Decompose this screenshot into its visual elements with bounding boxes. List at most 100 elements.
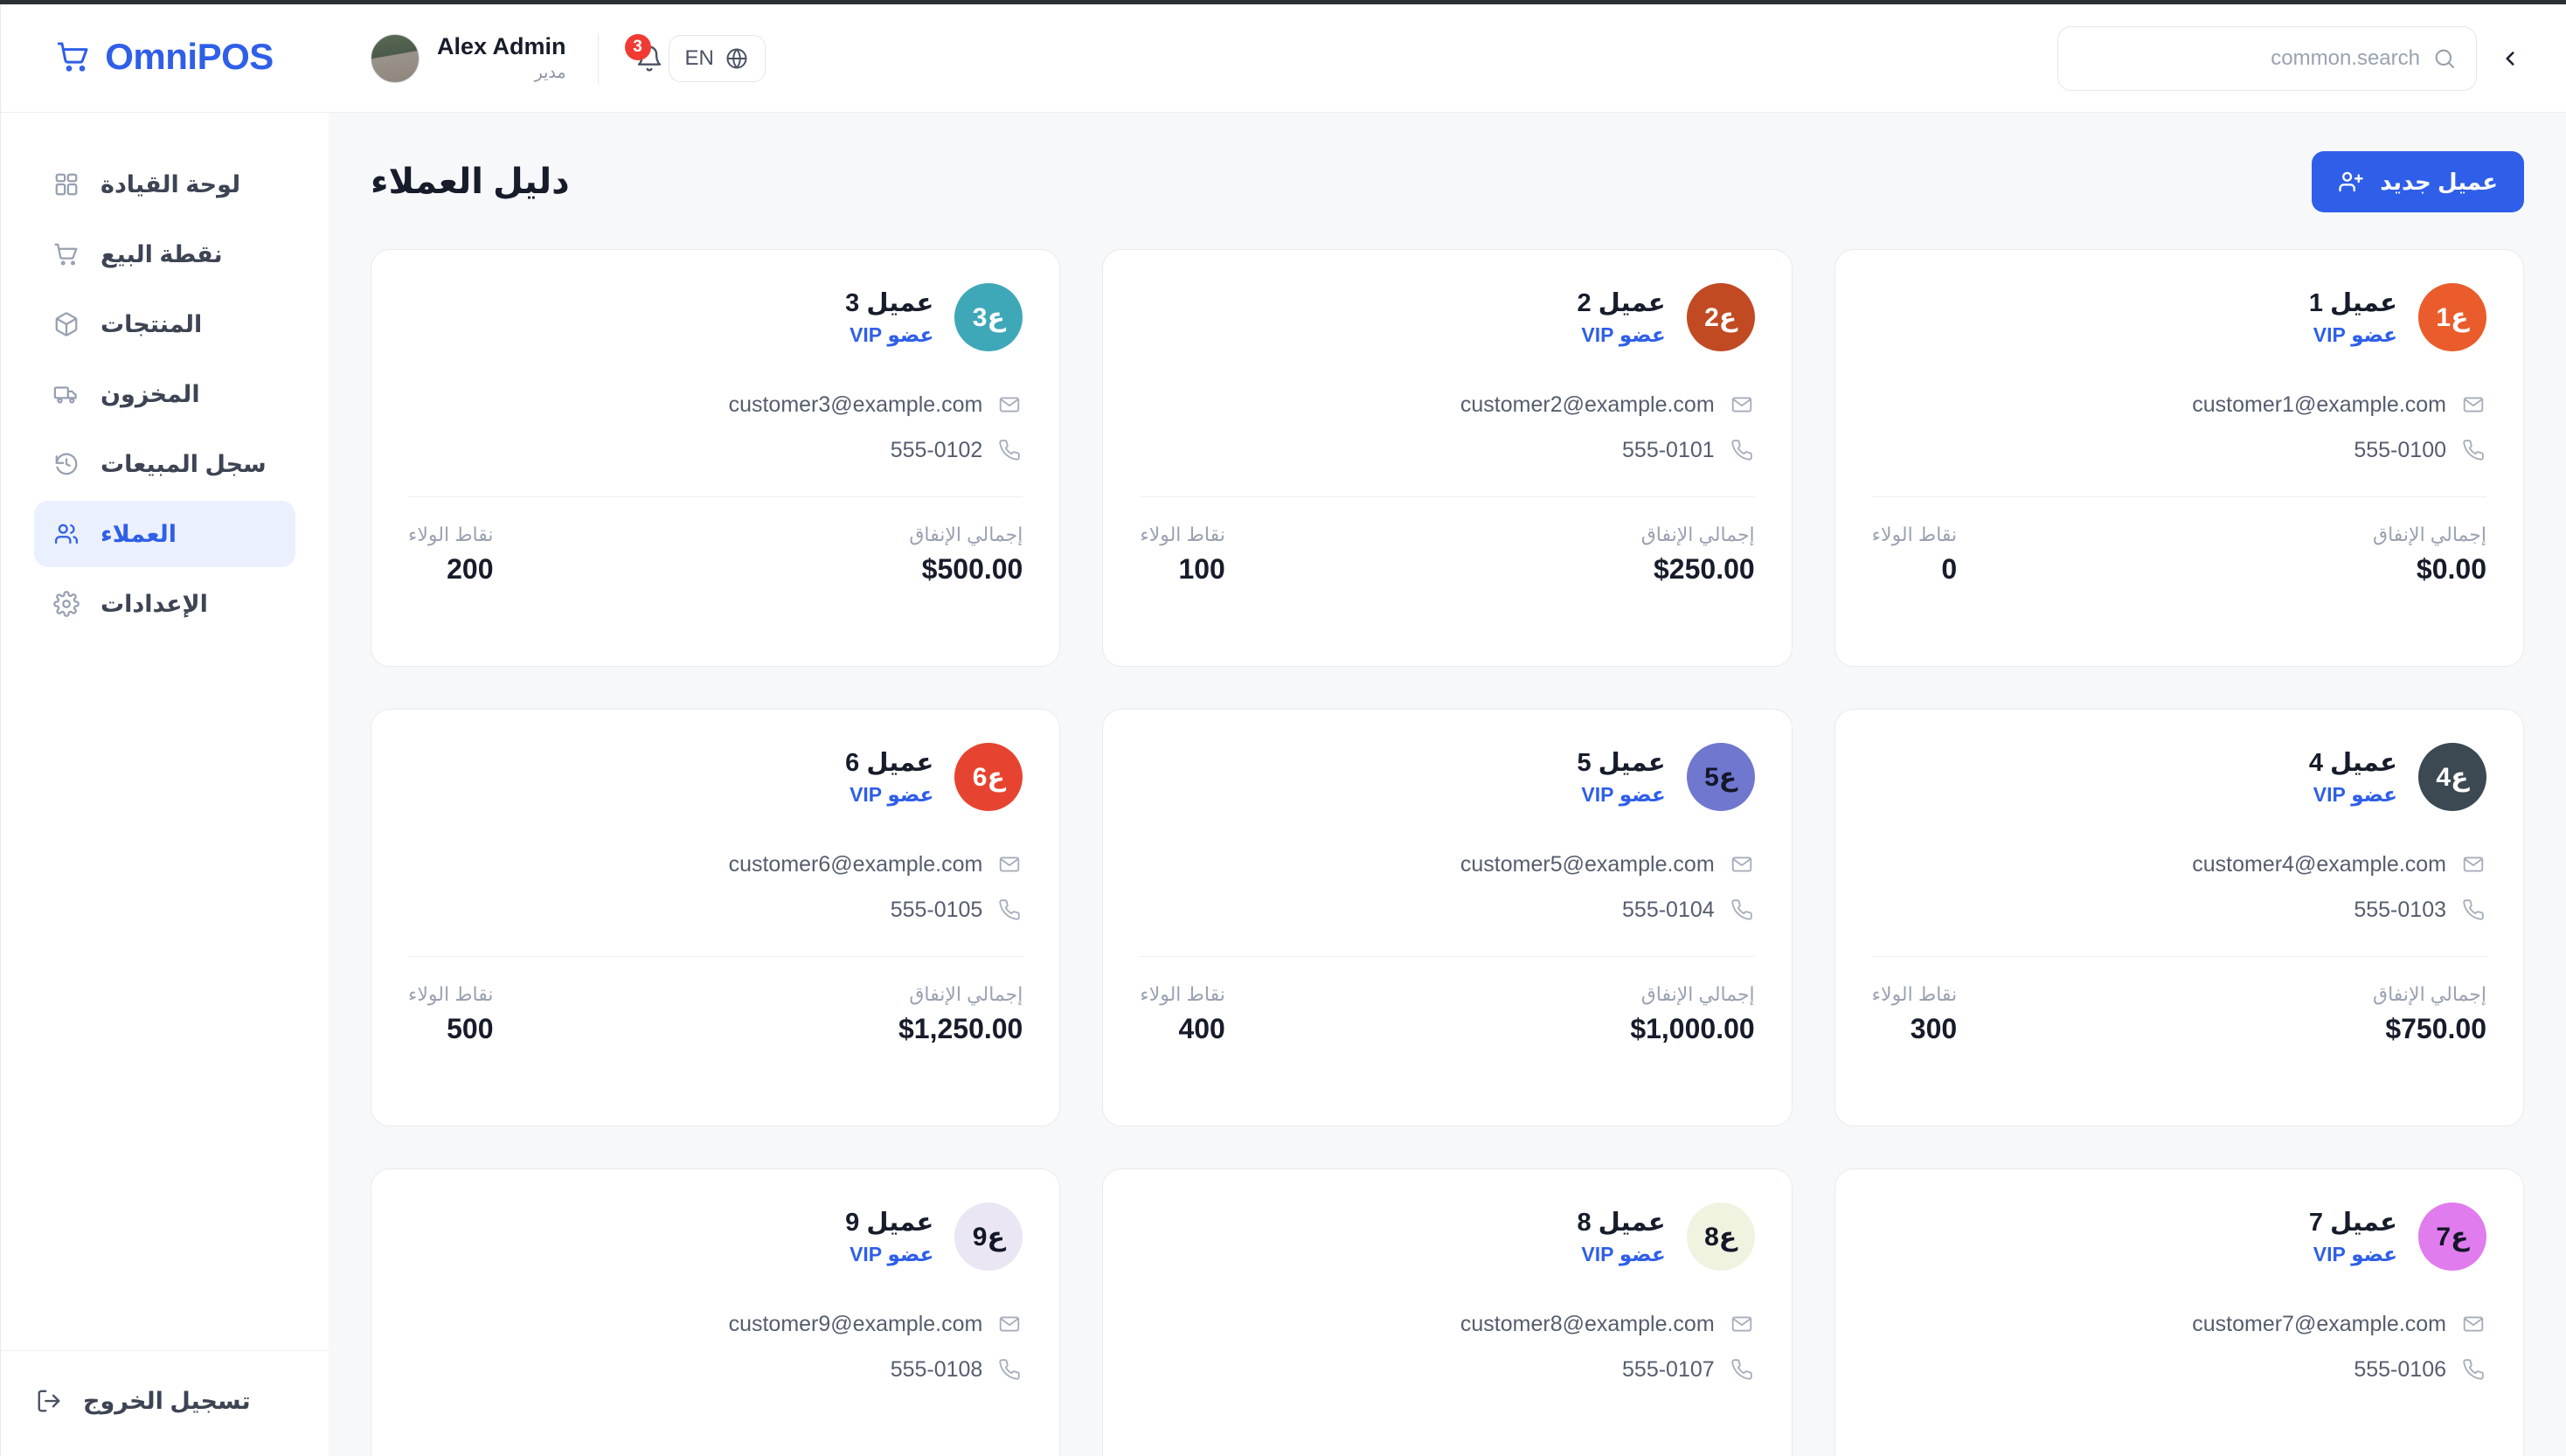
vip-badge: عضو VIP [1581, 323, 1666, 346]
customer-email-row[interactable]: customer9@example.com [408, 1311, 1023, 1337]
sidebar-item-sales-history[interactable]: سجل المبيعات [34, 431, 295, 497]
add-customer-label: عميل جديد [2380, 168, 2498, 195]
customer-phone: 555-0101 [1622, 437, 1715, 462]
customer-card[interactable]: ع8 عميل 8 عضو VIP customer8@example.com [1102, 1168, 1793, 1456]
customer-phone-row[interactable]: 555-0105 [408, 897, 1023, 923]
customer-phone-row[interactable]: 555-0106 [1872, 1356, 2486, 1383]
phone-icon [1729, 1356, 1755, 1383]
customer-initials: ع1 [2436, 302, 2469, 332]
stat-total-spent: إجمالي الإنفاق $500.00 [909, 523, 1023, 586]
grid-dashboard-icon [52, 170, 81, 199]
customer-phone-row[interactable]: 555-0102 [408, 437, 1023, 463]
brand-logo[interactable]: OmniPOS [1, 4, 329, 113]
customer-email-row[interactable]: customer5@example.com [1140, 851, 1754, 877]
customer-email-row[interactable]: customer1@example.com [1872, 392, 2486, 418]
sidebar-item-label: العملاء [101, 520, 177, 547]
sidebar-item-products[interactable]: المنتجات [34, 291, 295, 357]
shopping-cart-icon [52, 239, 81, 269]
customer-phone-row[interactable]: 555-0103 [1872, 897, 2486, 923]
customer-name: عميل 5 [1577, 749, 1666, 777]
stat-label: إجمالي الإنفاق [909, 523, 1023, 545]
stat-label: نقاط الولاء [1140, 983, 1225, 1005]
search-icon [2432, 46, 2457, 71]
sidebar-item-dashboard[interactable]: لوحة القيادة [34, 151, 295, 218]
customer-identity: عميل 1 عضو VIP [2309, 288, 2397, 347]
vip-badge: عضو VIP [2313, 323, 2397, 346]
add-customer-button[interactable]: عميل جديد [2312, 151, 2524, 212]
main-area: EN 3 Alex Admin مدير دليل العملا [329, 4, 2566, 1456]
customer-card[interactable]: ع3 عميل 3 عضو VIP customer3@example.com [371, 249, 1061, 667]
customer-card[interactable]: ع9 عميل 9 عضو VIP customer9@example.com [371, 1168, 1061, 1456]
customer-avatar: ع5 [1686, 743, 1755, 811]
user-profile[interactable]: Alex Admin مدير [371, 32, 566, 84]
customer-name: عميل 6 [845, 749, 934, 777]
customer-card-header: ع3 عميل 3 عضو VIP [408, 283, 1023, 351]
stat-value: $1,000.00 [1630, 1013, 1755, 1044]
envelope-icon [2460, 1311, 2486, 1337]
customer-card-header: ع2 عميل 2 عضو VIP [1140, 283, 1755, 351]
customer-email: customer5@example.com [1460, 851, 1715, 877]
stat-total-spent: إجمالي الإنفاق $250.00 [1641, 523, 1755, 586]
customer-email-row[interactable]: customer2@example.com [1140, 392, 1754, 418]
sidebar-collapse-button[interactable] [2489, 38, 2531, 80]
customer-email: customer9@example.com [728, 1311, 983, 1336]
sidebar-item-settings[interactable]: الإعدادات [34, 571, 295, 637]
customer-card[interactable]: ع2 عميل 2 عضو VIP customer2@example.com [1102, 249, 1793, 667]
customer-phone: 555-0102 [890, 437, 983, 462]
customer-email-row[interactable]: customer7@example.com [1872, 1311, 2486, 1337]
customer-contact: customer4@example.com 555-0103 [1872, 851, 2486, 923]
sidebar-item-pos[interactable]: نقطة البيع [34, 221, 295, 288]
phone-icon [996, 437, 1023, 463]
stat-label: إجمالي الإنفاق [1640, 983, 1755, 1005]
customer-phone-row[interactable]: 555-0107 [1140, 1356, 1754, 1383]
customer-phone: 555-0103 [2354, 897, 2446, 922]
search-box[interactable] [2057, 25, 2477, 91]
stat-total-spent: إجمالي الإنفاق $1,250.00 [898, 983, 1023, 1045]
customer-email-row[interactable]: customer3@example.com [408, 392, 1023, 418]
customer-phone-row[interactable]: 555-0104 [1140, 897, 1754, 923]
customer-card-header: ع1 عميل 1 عضو VIP [1872, 283, 2486, 351]
search-input[interactable] [2077, 45, 2420, 71]
notifications-button[interactable]: 3 [624, 33, 669, 78]
customer-phone-row[interactable]: 555-0101 [1140, 437, 1754, 463]
sidebar-item-inventory[interactable]: المخزون [34, 361, 295, 427]
card-divider [408, 496, 1023, 497]
vip-badge: عضو VIP [850, 783, 934, 806]
page-title: دليل العملاء [371, 163, 570, 201]
vip-badge: عضو VIP [2313, 1243, 2397, 1265]
customer-card[interactable]: ع7 عميل 7 عضو VIP customer7@example.com [1834, 1168, 2524, 1456]
customer-initials: ع7 [2436, 1222, 2469, 1251]
customer-email-row[interactable]: customer6@example.com [408, 851, 1023, 877]
customer-card[interactable]: ع1 عميل 1 عضو VIP customer1@example.com [1834, 249, 2524, 667]
customer-email-row[interactable]: customer8@example.com [1140, 1311, 1754, 1337]
customer-phone: 555-0100 [2354, 437, 2446, 462]
customer-card[interactable]: ع5 عميل 5 عضو VIP customer5@example.com [1102, 709, 1793, 1127]
customer-phone: 555-0104 [1622, 897, 1715, 922]
customer-identity: عميل 2 عضو VIP [1577, 288, 1665, 347]
sidebar-item-customers[interactable]: العملاء [34, 501, 295, 567]
chevron-left-icon [2506, 51, 2514, 66]
customer-contact: customer7@example.com 555-0106 [1872, 1311, 2486, 1383]
customer-email-row[interactable]: customer4@example.com [1872, 851, 2486, 877]
card-divider [1871, 496, 2486, 497]
card-divider [1140, 956, 1755, 957]
customer-card[interactable]: ع6 عميل 6 عضو VIP customer6@example.com [371, 709, 1061, 1127]
stat-value: 100 [1178, 553, 1225, 585]
language-code: EN [684, 45, 714, 70]
customer-phone-row[interactable]: 555-0100 [1872, 437, 2486, 463]
user-name: Alex Admin [437, 32, 566, 59]
shopping-cart-icon [56, 39, 91, 74]
logout-button[interactable]: تسجيل الخروج [34, 1386, 278, 1416]
sidebar-nav: لوحة القيادة نقطة البيع [1, 113, 329, 1350]
customer-email: customer7@example.com [2192, 1311, 2446, 1336]
phone-icon [996, 897, 1023, 923]
customer-identity: عميل 4 عضو VIP [2309, 747, 2397, 807]
language-switcher-button[interactable]: EN [668, 34, 766, 82]
customer-card[interactable]: ع4 عميل 4 عضو VIP customer4@example.com [1834, 709, 2524, 1127]
customer-name: عميل 1 [2308, 289, 2397, 317]
gear-settings-icon [52, 589, 81, 619]
customer-avatar: ع8 [1686, 1203, 1755, 1271]
customer-phone: 555-0108 [890, 1356, 983, 1382]
customer-email: customer2@example.com [1460, 392, 1715, 417]
customer-phone-row[interactable]: 555-0108 [408, 1356, 1023, 1383]
